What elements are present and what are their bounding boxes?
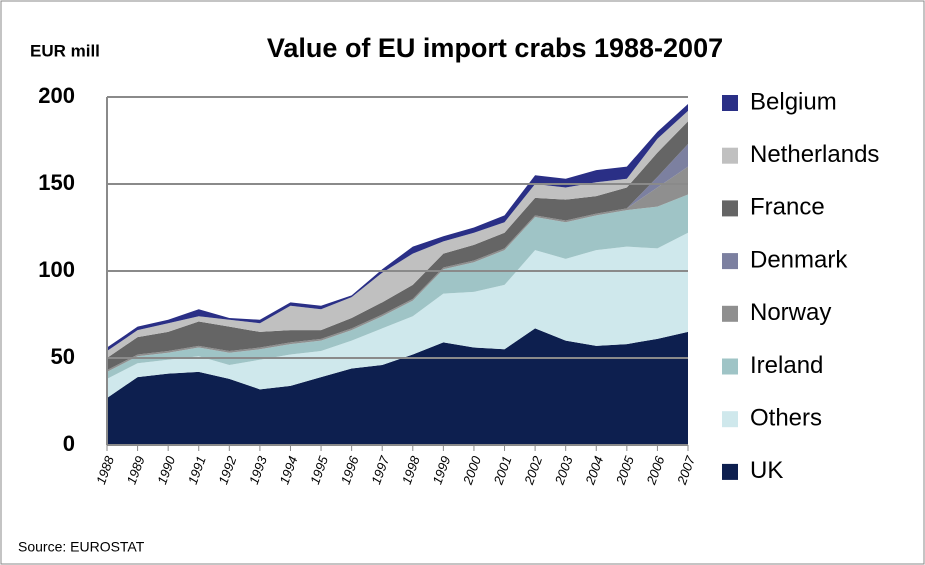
legend-label: France bbox=[750, 194, 825, 221]
area bbox=[107, 166, 688, 372]
legend-swatch bbox=[722, 305, 738, 322]
legend-label: Ireland bbox=[750, 352, 823, 379]
y-tick-label: 150 bbox=[38, 170, 75, 195]
y-tick-label: 100 bbox=[38, 257, 75, 282]
chart-title: Value of EU import crabs 1988-2007 bbox=[267, 33, 723, 63]
source: Source: EUROSTAT bbox=[18, 539, 145, 555]
y-tick-label: 50 bbox=[51, 344, 75, 369]
area bbox=[107, 121, 688, 371]
legend-label: Netherlands bbox=[750, 141, 879, 168]
area bbox=[107, 194, 688, 379]
area bbox=[107, 232, 688, 399]
y-tick-label: 0 bbox=[63, 431, 75, 456]
legend-swatch bbox=[722, 358, 738, 375]
legend-swatch bbox=[722, 253, 738, 270]
legend-swatch bbox=[722, 147, 738, 164]
legend-label: Norway bbox=[750, 299, 831, 326]
y-tick-label: 200 bbox=[38, 83, 75, 108]
legend-label: Others bbox=[750, 405, 822, 432]
legend-label: Denmark bbox=[750, 246, 848, 273]
legend-swatch bbox=[722, 200, 738, 217]
legend-swatch bbox=[722, 463, 738, 480]
legend-label: UK bbox=[750, 457, 783, 484]
y-axis-label: EUR mill bbox=[30, 41, 100, 60]
legend-swatch bbox=[722, 411, 738, 428]
legend-swatch bbox=[722, 95, 738, 111]
legend-label: Belgium bbox=[750, 88, 837, 115]
